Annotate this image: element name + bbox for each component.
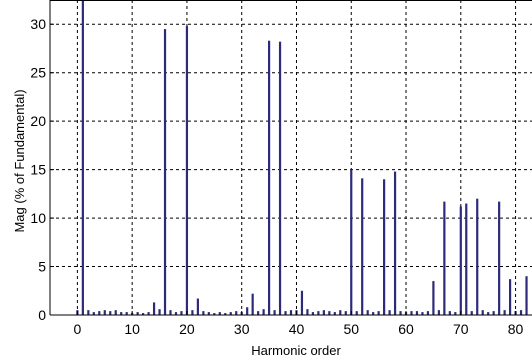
bar [339, 310, 342, 315]
bar [421, 312, 424, 315]
x-axis-title: Harmonic order [251, 343, 341, 358]
bar [136, 312, 139, 315]
y-tick-label: 25 [30, 65, 46, 81]
bar [487, 312, 490, 315]
bar [525, 276, 528, 315]
bar [267, 40, 271, 315]
y-tick-label: 5 [38, 259, 46, 275]
bar [415, 311, 419, 315]
bar [257, 311, 260, 315]
bar [147, 312, 150, 315]
bar [372, 312, 375, 315]
bar [350, 169, 353, 315]
bar [322, 310, 325, 315]
bar [125, 312, 128, 315]
bar [196, 298, 199, 315]
x-tick-label: 10 [124, 321, 140, 337]
bar [81, 0, 84, 315]
bar [317, 311, 320, 315]
x-tick-label: 0 [73, 321, 81, 337]
bar [465, 203, 468, 315]
bar [508, 279, 512, 315]
y-tick-label: 15 [30, 162, 46, 178]
bar [142, 313, 145, 315]
bar [284, 311, 287, 315]
bar [87, 310, 90, 315]
bar [103, 310, 106, 315]
bar [218, 312, 221, 315]
bar [278, 41, 282, 316]
x-tick-label: 20 [179, 321, 195, 337]
bar [152, 302, 156, 315]
bar [361, 178, 364, 315]
x-tick-label: 70 [453, 321, 469, 337]
bar [158, 309, 161, 315]
bar [235, 311, 238, 315]
bar [251, 293, 254, 315]
bar [246, 307, 249, 315]
bar [476, 198, 479, 315]
bar [191, 310, 194, 315]
bar [426, 311, 430, 315]
y-tick-label: 30 [30, 16, 46, 32]
bar [273, 310, 276, 315]
x-tick-label: 60 [398, 321, 414, 337]
bar [92, 312, 95, 315]
bar [344, 311, 347, 315]
y-tick-label: 10 [30, 210, 46, 226]
bar [399, 311, 402, 315]
bar-series [76, 0, 528, 316]
bar [306, 309, 309, 315]
y-tick-label: 0 [38, 307, 46, 323]
bar [174, 312, 178, 315]
bar [202, 311, 205, 315]
bar [262, 309, 265, 315]
bar [383, 179, 386, 315]
bar [300, 290, 304, 315]
bar [98, 311, 101, 315]
x-tick-label: 40 [289, 321, 305, 337]
plot-axes [49, 0, 532, 316]
bar [448, 311, 451, 315]
bar [498, 201, 501, 315]
bar [492, 311, 495, 315]
bar [503, 310, 506, 315]
bar [470, 311, 473, 315]
bar [333, 312, 336, 315]
bar [459, 206, 462, 315]
x-tick-label: 30 [234, 321, 250, 337]
bar [481, 310, 484, 315]
tick-labels: 0 10 20 30 40 50 60 70 80 0 5 10 15 20 25 30 [30, 16, 523, 337]
bar [355, 311, 358, 315]
bar [328, 311, 331, 315]
bar [114, 310, 117, 315]
bar [224, 313, 227, 315]
bar [229, 312, 232, 315]
bar [185, 26, 189, 316]
bar [377, 311, 380, 315]
bar [120, 312, 123, 315]
bar [366, 310, 369, 315]
bar [213, 313, 216, 315]
x-tick-label: 80 [508, 321, 524, 337]
bar [454, 312, 457, 315]
bar [393, 171, 397, 315]
bar [109, 311, 112, 315]
bar [311, 312, 315, 315]
bar [432, 281, 435, 315]
bar [180, 311, 183, 315]
bar [207, 312, 210, 315]
y-tick-label: 20 [30, 113, 46, 129]
bar [410, 311, 413, 315]
bar [519, 310, 523, 315]
bar [388, 310, 391, 315]
bar [437, 310, 440, 315]
bar [169, 310, 172, 315]
y-axis-title: Mag (% of Fundamental) [12, 89, 27, 232]
bar [289, 310, 293, 315]
bar [163, 29, 167, 315]
x-tick-label: 50 [343, 321, 359, 337]
bar [443, 201, 446, 315]
